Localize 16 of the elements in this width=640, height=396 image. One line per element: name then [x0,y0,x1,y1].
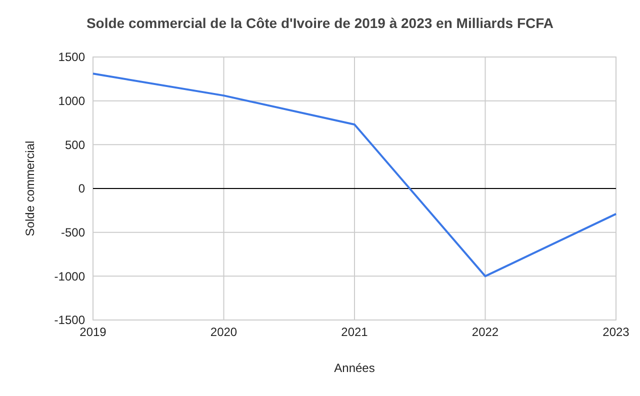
y-tick-label: -1500 [54,313,86,328]
y-tick-label: -1000 [54,269,86,284]
y-tick-label: -500 [60,226,86,240]
x-tick-label: 2022 [472,325,499,339]
y-tick-label: 1000 [58,94,86,108]
x-tick-label: 2023 [602,325,630,339]
x-tick-label: 2020 [210,325,238,339]
y-axis-title: Solde commercial [23,140,37,236]
y-tick-label: 500 [64,138,86,152]
y-tick-label: 1500 [58,50,86,64]
line-series [92,72,617,278]
chart-title: Solde commercial de la Côte d'Ivoire de 2019 à 2023 en Milliards FCFA [86,15,554,31]
x-tick-label: 2019 [80,325,107,339]
y-tick-label: 0 [78,182,86,196]
x-tick-label: 2021 [341,325,368,339]
x-axis-title: Années [334,361,375,375]
